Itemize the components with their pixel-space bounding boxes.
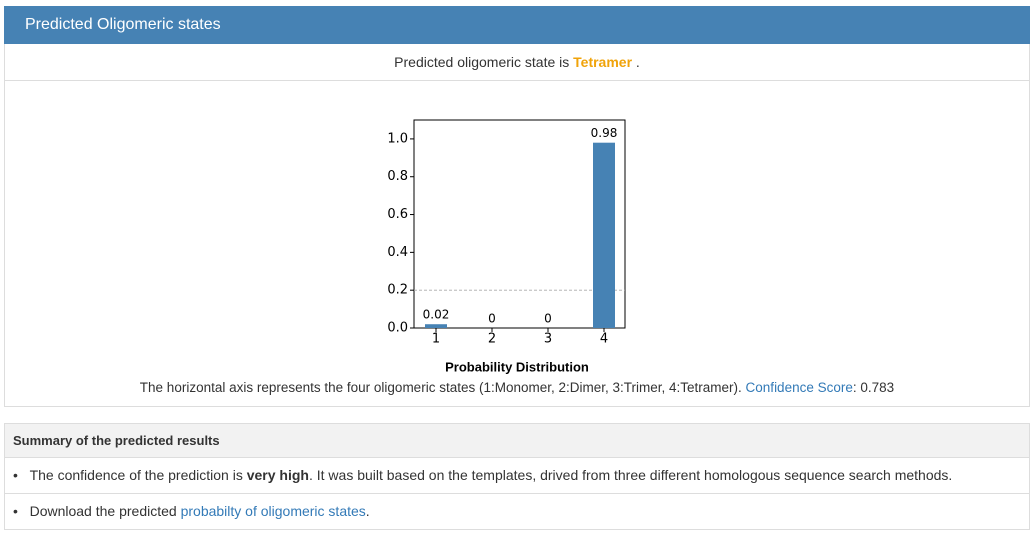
summary-item: • The confidence of the prediction is ve…: [4, 458, 1030, 494]
x-axis-label: Probability Distribution: [445, 359, 589, 374]
value-label: 0: [488, 312, 496, 326]
item-bold: very high: [246, 467, 309, 483]
x-tick-label: 1: [432, 332, 440, 347]
y-tick-label: 0.8: [387, 169, 408, 184]
summary-header: Summary of the predicted results: [4, 423, 1030, 458]
panel-header: Predicted Oligomeric states: [4, 6, 1030, 44]
y-tick-label: 0.4: [387, 245, 408, 260]
y-tick-label: 0.0: [387, 321, 408, 336]
y-tick-label: 1.0: [387, 131, 408, 146]
prediction-prefix: Predicted oligomeric state is: [394, 54, 570, 70]
item-text: The confidence of the prediction is: [29, 467, 243, 483]
bar: [593, 142, 615, 328]
x-tick-label: 2: [488, 332, 496, 347]
prediction-row: Predicted oligomeric state is Tetramer .: [4, 44, 1030, 81]
plot-frame: [413, 119, 626, 329]
value-label: 0.02: [423, 308, 450, 322]
caption: The horizontal axis represents the four …: [4, 380, 1030, 395]
summary-title: Summary of the predicted results: [13, 433, 220, 448]
summary-list: • The confidence of the prediction is ve…: [4, 458, 1030, 530]
confidence-link[interactable]: Confidence Score: [745, 380, 853, 395]
chart-panel: [4, 81, 1030, 407]
caption-text: The horizontal axis represents the four …: [139, 380, 742, 395]
x-tick-label: 4: [600, 332, 608, 347]
prediction-state: Tetramer: [573, 54, 633, 70]
y-tick-label: 0.6: [387, 207, 408, 222]
prediction-suffix: .: [635, 54, 640, 70]
y-tick-label: 0.2: [387, 283, 408, 298]
confidence-value: 0.783: [860, 380, 895, 395]
item-text: . It was built based on the templates, d…: [308, 467, 953, 483]
item-text: .: [365, 503, 370, 519]
summary-item: • Download the predicted probabilty of o…: [4, 494, 1030, 530]
chart: Probability Distribution 0.0 0.2 0.4 0.6 0.8…: [387, 119, 626, 374]
bar: [425, 324, 447, 328]
panel-title: Predicted Oligomeric states: [25, 16, 221, 33]
value-label: 0.98: [591, 126, 618, 140]
confidence-separator: :: [852, 380, 857, 395]
x-tick-label: 3: [544, 332, 552, 347]
download-link[interactable]: probabilty of oligomeric states: [180, 503, 366, 519]
value-label: 0: [544, 312, 552, 326]
item-text: Download the predicted: [29, 503, 177, 519]
